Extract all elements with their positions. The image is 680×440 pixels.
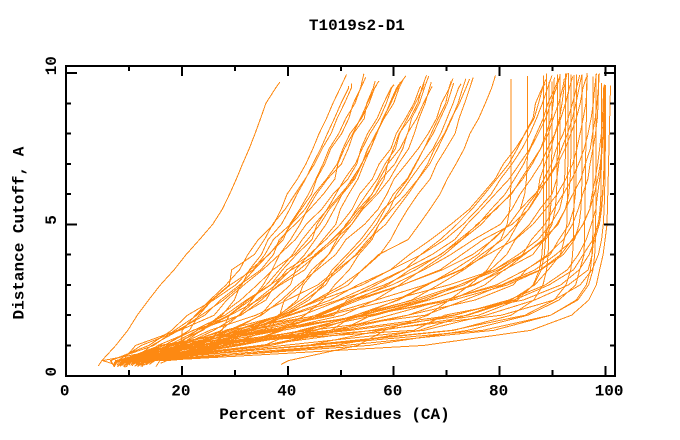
- svg-text:T1019s2-D1: T1019s2-D1: [309, 17, 405, 35]
- svg-text:0: 0: [43, 367, 61, 377]
- svg-text:5: 5: [43, 215, 61, 225]
- svg-text:40: 40: [277, 382, 296, 400]
- svg-text:0: 0: [60, 382, 70, 400]
- svg-text:80: 80: [489, 382, 508, 400]
- svg-text:Distance Cutoff, A: Distance Cutoff, A: [11, 146, 29, 319]
- svg-text:10: 10: [43, 56, 61, 75]
- svg-text:60: 60: [383, 382, 402, 400]
- svg-text:100: 100: [595, 382, 624, 400]
- svg-text:Percent of Residues (CA): Percent of Residues (CA): [219, 406, 449, 424]
- svg-text:20: 20: [171, 382, 190, 400]
